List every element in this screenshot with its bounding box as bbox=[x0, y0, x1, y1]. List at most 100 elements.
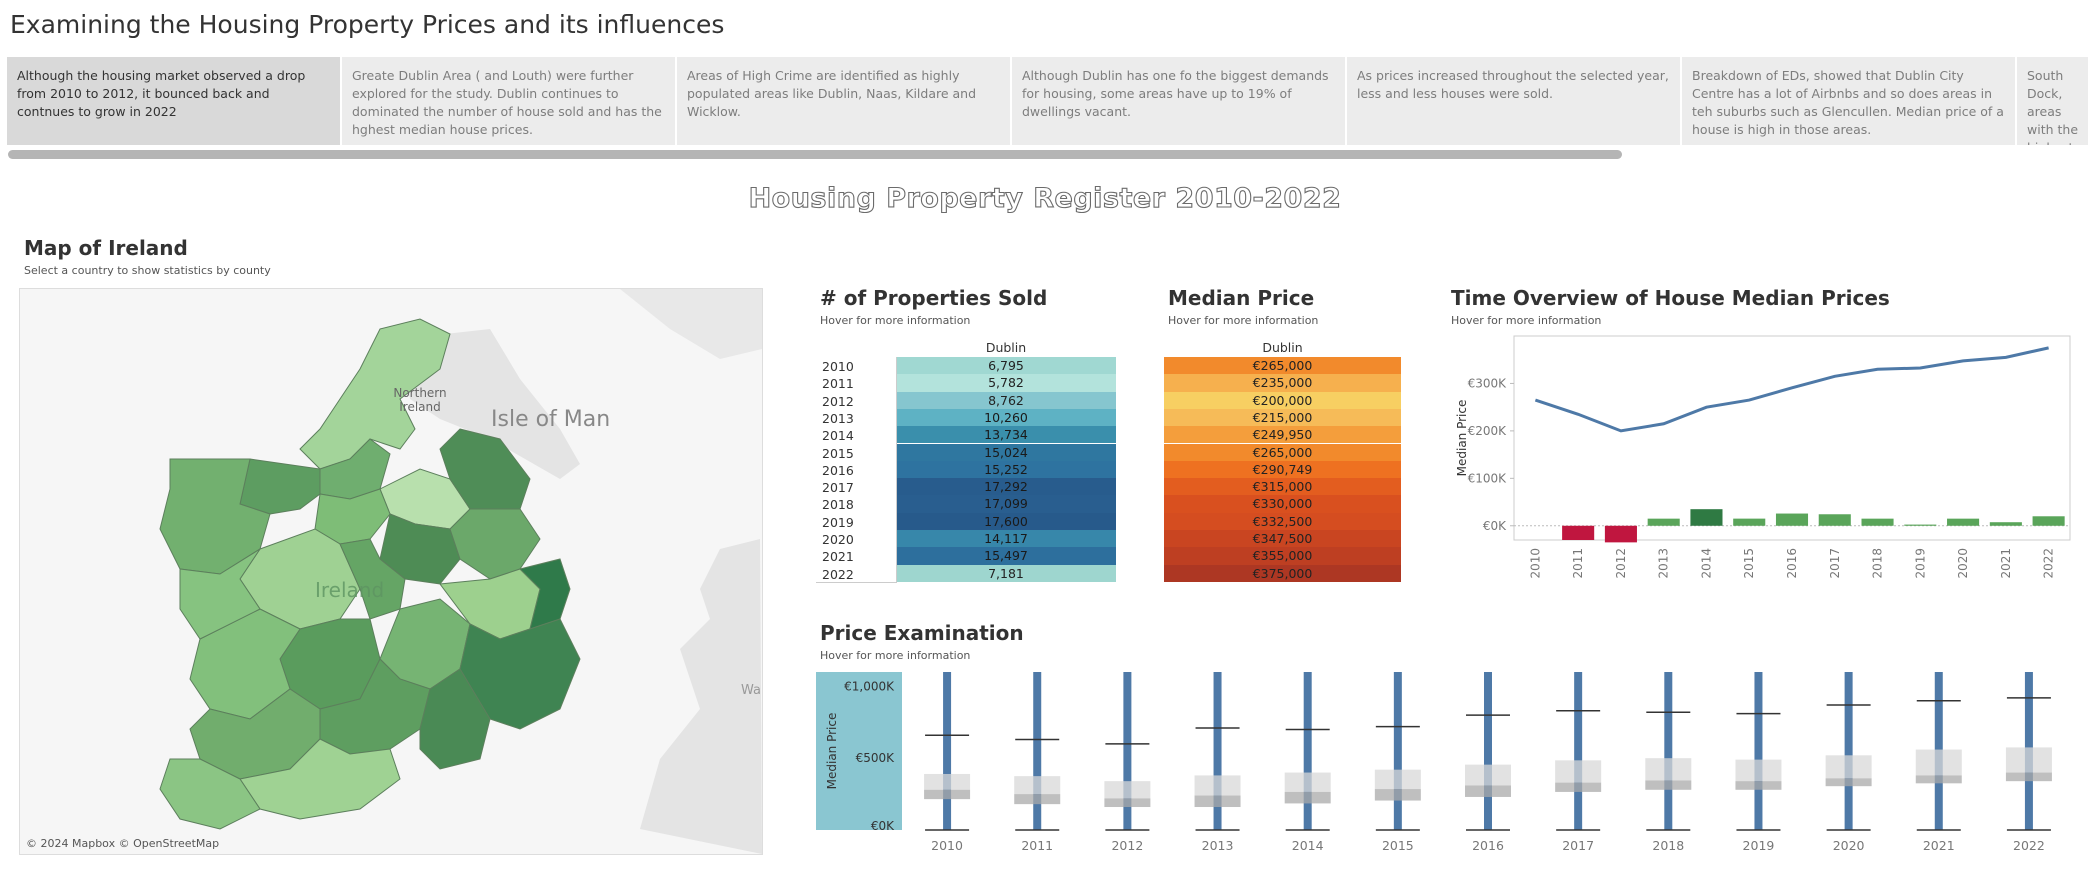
exam-bar bbox=[1303, 672, 1312, 830]
story-navigator: Although the housing market observed a d… bbox=[7, 57, 2090, 147]
story-point-4[interactable]: Although Dublin has one fo the biggest d… bbox=[1012, 57, 1347, 145]
properties-sold-subtitle: Hover for more information bbox=[820, 314, 971, 327]
sold-cell[interactable]: 8,762 bbox=[896, 391, 1116, 409]
exam-x-tick-label: 2018 bbox=[1652, 838, 1684, 853]
story-point-7[interactable]: South Dock, areas with the highest n.. bbox=[2017, 57, 2090, 145]
county-cork[interactable] bbox=[239, 738, 401, 820]
box-upper-quartile bbox=[924, 773, 971, 790]
price-cell[interactable]: €332,500 bbox=[1164, 512, 1401, 530]
box-lower-quartile bbox=[924, 789, 971, 800]
price-cell[interactable]: €375,000 bbox=[1164, 564, 1401, 582]
box-upper-quartile bbox=[1645, 758, 1692, 781]
sold-cell[interactable]: 17,292 bbox=[896, 478, 1116, 496]
time-x-tick-label: 2010 bbox=[1528, 548, 1542, 579]
story-scrollbar[interactable] bbox=[8, 150, 1622, 159]
median-price-subtitle: Hover for more information bbox=[1168, 314, 1319, 327]
yoy-change-bar bbox=[1775, 513, 1809, 526]
story-point-6[interactable]: Breakdown of EDs, showed that Dublin Cit… bbox=[1682, 57, 2017, 145]
sold-cell[interactable]: 15,024 bbox=[896, 443, 1116, 461]
box-upper-quartile bbox=[1465, 764, 1511, 786]
time-x-tick-label: 2021 bbox=[1999, 548, 2013, 579]
price-cell[interactable]: €200,000 bbox=[1164, 391, 1401, 409]
label-isle-of-man: Isle of Man bbox=[491, 407, 610, 432]
price-exam-chart[interactable]: €1,000K €500K €0K Median Price 2010 2011 2012 2… bbox=[816, 668, 2090, 858]
box-lower-quartile bbox=[1915, 775, 1962, 784]
story-point-1[interactable]: Although the housing market observed a d… bbox=[7, 57, 342, 145]
box-upper-quartile bbox=[1915, 749, 1962, 776]
story-point-5[interactable]: As prices increased throughout the selec… bbox=[1347, 57, 1682, 145]
county-galway-west[interactable] bbox=[179, 548, 261, 640]
time-x-tick-label: 2020 bbox=[1956, 548, 1970, 579]
price-cell[interactable]: €347,500 bbox=[1164, 530, 1401, 548]
time-y-tick-label: €300K bbox=[1468, 376, 1508, 390]
county-wexford[interactable] bbox=[419, 668, 491, 770]
sold-year-label: 2014 bbox=[822, 428, 854, 444]
price-cell[interactable]: €330,000 bbox=[1164, 495, 1401, 513]
time-x-tick-label: 2012 bbox=[1614, 548, 1628, 579]
sold-cell[interactable]: 15,497 bbox=[896, 547, 1116, 565]
sold-year-label: 2011 bbox=[822, 376, 854, 392]
great-britain-region bbox=[640, 539, 762, 854]
exam-bar bbox=[1033, 672, 1042, 830]
price-cell[interactable]: €265,000 bbox=[1164, 443, 1401, 461]
exam-y-tick-label: €0K bbox=[871, 819, 895, 833]
ireland-map[interactable]: Northern Ireland Isle of Man Ireland Wa ©… bbox=[19, 288, 763, 855]
exam-bar bbox=[1754, 672, 1763, 830]
sold-year-label: 2021 bbox=[822, 549, 854, 565]
label-northern-ireland: Northern Ireland bbox=[393, 386, 446, 414]
story-point-3[interactable]: Areas of High Crime are identified as hi… bbox=[677, 57, 1012, 145]
dashboard-title: Housing Property Register 2010-2022 bbox=[748, 182, 1342, 214]
price-cell[interactable]: €265,000 bbox=[1164, 357, 1401, 375]
time-overview-title: Time Overview of House Median Prices bbox=[1451, 286, 1890, 310]
story-point-2[interactable]: Greate Dublin Area ( and Louth) were fur… bbox=[342, 57, 677, 145]
sold-cell[interactable]: 10,260 bbox=[896, 408, 1116, 427]
sold-cell[interactable]: 13,734 bbox=[896, 426, 1116, 444]
sold-row-header-divider bbox=[816, 357, 897, 583]
time-x-tick-label: 2013 bbox=[1657, 548, 1671, 579]
sold-year-label: 2019 bbox=[822, 514, 854, 530]
county-offaly[interactable] bbox=[339, 538, 406, 620]
exam-x-tick-label: 2014 bbox=[1292, 838, 1324, 853]
box-lower-quartile bbox=[1555, 782, 1602, 792]
sold-cell[interactable]: 7,181 bbox=[896, 564, 1116, 582]
sold-cell[interactable]: 15,252 bbox=[896, 460, 1116, 479]
exam-bar bbox=[1393, 672, 1402, 830]
ireland-counties[interactable] bbox=[159, 318, 581, 830]
sold-cell[interactable]: 14,117 bbox=[896, 530, 1116, 548]
map-subtitle: Select a country to show statistics by c… bbox=[24, 264, 271, 277]
price-cell[interactable]: €249,950 bbox=[1164, 426, 1401, 444]
time-y-axis-label: Median Price bbox=[1455, 400, 1469, 477]
time-plot-frame bbox=[1513, 335, 2071, 541]
exam-y-tick-label: €1,000K bbox=[844, 679, 895, 693]
price-cell[interactable]: €290,749 bbox=[1164, 460, 1401, 479]
price-cell[interactable]: €355,000 bbox=[1164, 547, 1401, 565]
map-canvas[interactable]: Northern Ireland Isle of Man Ireland Wa ©… bbox=[20, 289, 762, 854]
county-kerry[interactable] bbox=[159, 758, 261, 830]
sold-cell[interactable]: 17,600 bbox=[896, 512, 1116, 530]
yoy-change-bar bbox=[1647, 518, 1680, 526]
price-cell[interactable]: €315,000 bbox=[1164, 478, 1401, 496]
box-upper-quartile bbox=[1555, 760, 1602, 783]
sold-cell[interactable]: 6,795 bbox=[896, 357, 1116, 375]
time-x-tick-label: 2014 bbox=[1699, 548, 1713, 579]
time-y-tick-label: €100K bbox=[1468, 471, 1508, 485]
box-lower-quartile bbox=[1194, 795, 1241, 808]
box-upper-quartile bbox=[1735, 759, 1782, 782]
sold-year-label: 2016 bbox=[822, 462, 854, 478]
sold-year-label: 2022 bbox=[822, 566, 854, 582]
time-x-tick-label: 2018 bbox=[1871, 548, 1885, 579]
time-overview-chart[interactable]: €300K €200K €100K €0K Median Price 2010 2011 20… bbox=[1446, 332, 2076, 582]
box-upper-quartile bbox=[2005, 747, 2052, 773]
sold-year-label: 2010 bbox=[822, 359, 854, 374]
sold-year-label: 2013 bbox=[822, 410, 854, 426]
box-lower-quartile bbox=[2005, 772, 2052, 782]
county-donegal[interactable] bbox=[299, 318, 451, 470]
label-ireland: Ireland bbox=[315, 578, 384, 602]
price-exam-title: Price Examination bbox=[820, 621, 1024, 645]
sold-cell[interactable]: 5,782 bbox=[896, 374, 1116, 392]
price-cell[interactable]: €215,000 bbox=[1164, 408, 1401, 427]
price-cell[interactable]: €235,000 bbox=[1164, 374, 1401, 392]
sold-cell[interactable]: 17,099 bbox=[896, 495, 1116, 513]
time-overview-subtitle: Hover for more information bbox=[1451, 314, 1602, 327]
story-title: Examining the Housing Property Prices an… bbox=[10, 10, 725, 39]
